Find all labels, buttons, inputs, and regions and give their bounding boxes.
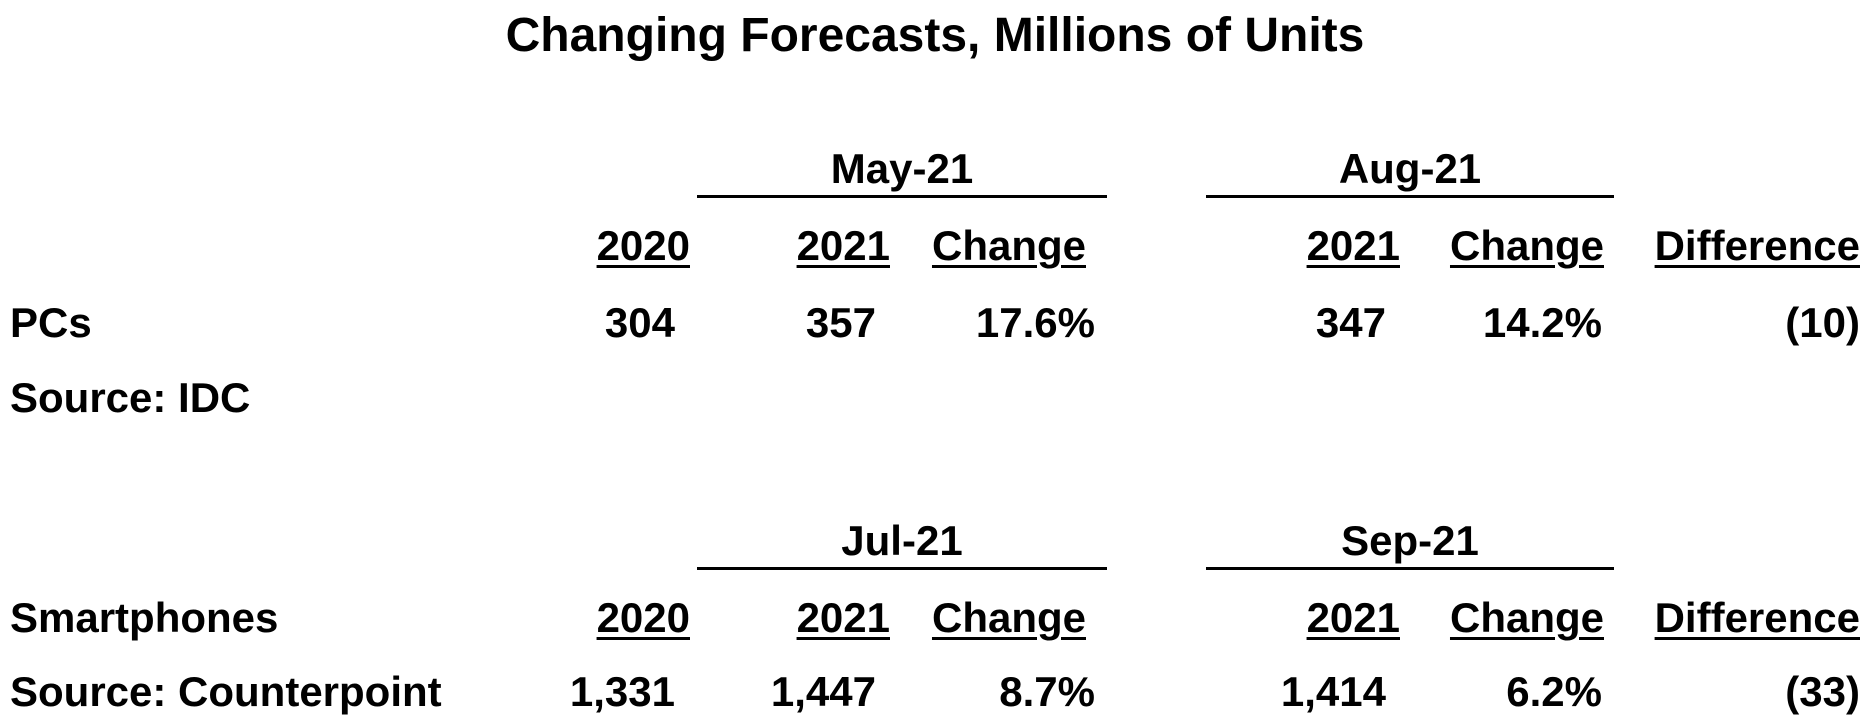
- pcs-value-difference: (10): [1785, 299, 1860, 346]
- smartphones-value-change-b: 6.2%: [1506, 668, 1602, 715]
- pcs-value-2021-a: 357: [805, 299, 876, 346]
- smartphones-group1-rule: [697, 567, 1107, 570]
- pcs-group1-label: May-21: [830, 145, 974, 192]
- smartphones-group2-label: Sep-21: [1341, 517, 1479, 564]
- smartphones-header-change-a: Change: [931, 594, 1086, 641]
- smartphones-value-difference: (33): [1785, 668, 1860, 715]
- pcs-header-2020: 2020: [596, 222, 690, 269]
- smartphones-value-2021-a: 1,447: [770, 668, 876, 715]
- pcs-value-change-b: 14.2%: [1482, 299, 1602, 346]
- pcs-header-2021-b: 2021: [1306, 222, 1400, 269]
- smartphones-header-2021-b: 2021: [1306, 594, 1400, 641]
- smartphones-value-2021-b: 1,414: [1280, 668, 1386, 715]
- pcs-group2-rule: [1206, 195, 1614, 198]
- smartphones-value-change-a: 8.7%: [999, 668, 1095, 715]
- smartphones-group2-rule: [1206, 567, 1614, 570]
- pcs-source: Source: IDC: [10, 374, 251, 421]
- smartphones-source: Source: Counterpoint: [10, 668, 442, 715]
- smartphones-row-label: Smartphones: [10, 594, 279, 641]
- smartphones-value-2020: 1,331: [569, 668, 675, 715]
- smartphones-group1-label: Jul-21: [841, 517, 963, 564]
- smartphones-header-2020: 2020: [596, 594, 690, 641]
- pcs-group2-label: Aug-21: [1338, 145, 1482, 192]
- pcs-value-2021-b: 347: [1315, 299, 1386, 346]
- pcs-value-change-a: 17.6%: [975, 299, 1095, 346]
- pcs-value-2020: 304: [604, 299, 675, 346]
- pcs-group1-rule: [697, 195, 1107, 198]
- smartphones-header-change-b: Change: [1449, 594, 1604, 641]
- smartphones-header-difference: Difference: [1654, 594, 1860, 641]
- pcs-header-change-b: Change: [1449, 222, 1604, 269]
- pcs-header-change-a: Change: [931, 222, 1086, 269]
- pcs-header-difference: Difference: [1654, 222, 1860, 269]
- page-title: Changing Forecasts, Millions of Units: [505, 9, 1365, 62]
- smartphones-header-2021-a: 2021: [796, 594, 890, 641]
- pcs-header-2021-a: 2021: [796, 222, 890, 269]
- pcs-row-label: PCs: [10, 299, 92, 346]
